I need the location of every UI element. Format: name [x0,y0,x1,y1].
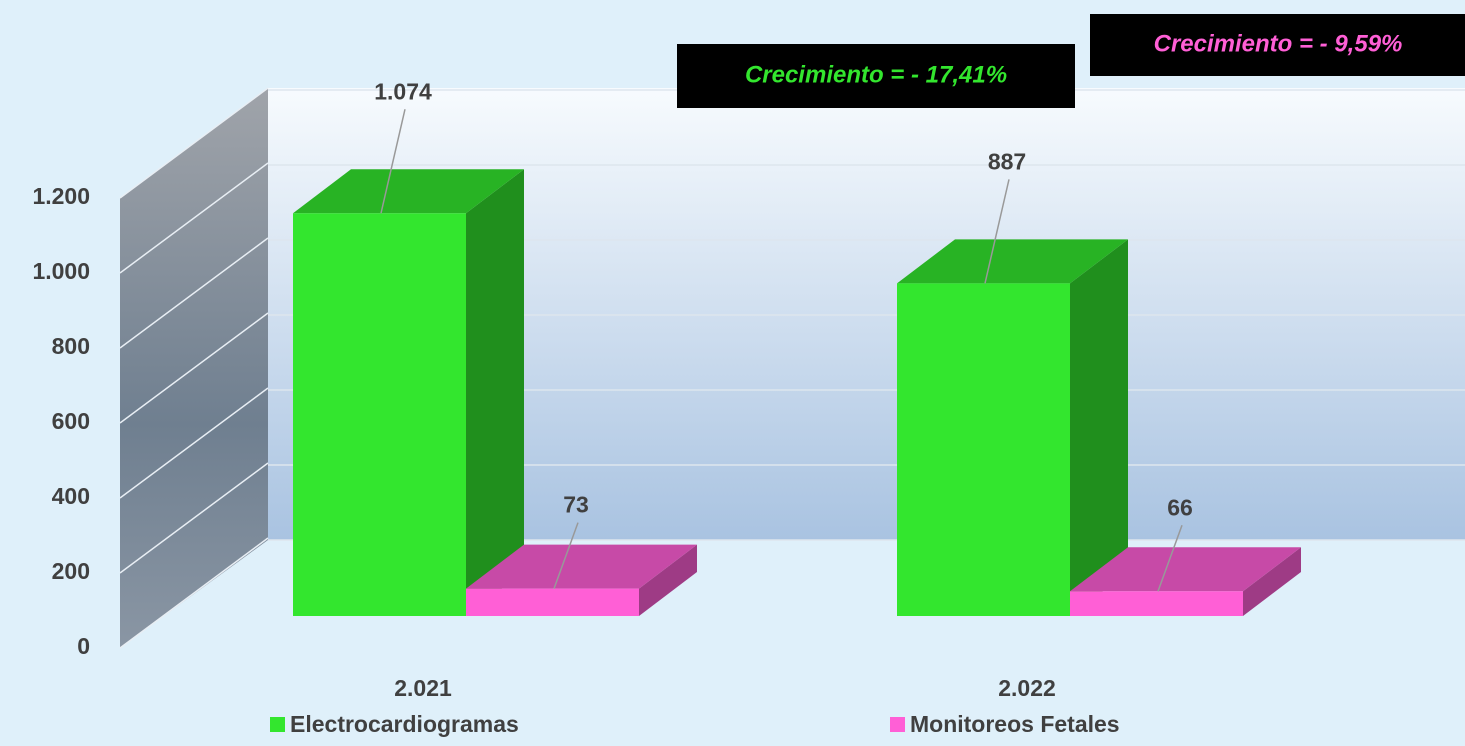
bar-side [466,169,524,616]
data-label: 73 [563,492,589,518]
y-tick-label: 1.200 [32,183,90,209]
y-tick-label: 400 [52,483,90,509]
bar [466,588,639,616]
bar-top [897,239,1128,284]
y-tick-label: 800 [52,333,90,359]
grid-line [119,312,269,424]
data-label: 66 [1167,494,1193,520]
annotation-box [677,44,1075,108]
legend-label: Monitoreos Fetales [910,711,1120,737]
annotation-box [1090,14,1465,76]
x-tick-label: 2.021 [394,675,452,701]
bar [293,213,466,616]
bar-side [1243,547,1301,616]
bar-top [1070,547,1301,592]
bar-top [466,544,697,589]
leader-line [553,522,579,589]
bar [1070,591,1243,616]
grid-line [119,162,269,274]
legend-label: Electrocardiogramas [290,711,519,737]
bar [897,283,1070,616]
legend-swatch [270,717,285,732]
y-tick-label: 0 [77,633,90,659]
grid-line [119,537,269,649]
leader-line [380,109,406,214]
bar-top [293,169,524,214]
bar-side [639,544,697,616]
leader-line [1157,524,1183,592]
data-label: 887 [988,148,1026,174]
grid-line [119,87,269,199]
back-wall [268,88,1465,540]
grid-line [119,387,269,499]
grid-line [119,237,269,349]
y-tick-label: 600 [52,408,90,434]
bar-side [1070,239,1128,616]
annotation: Crecimiento = - 17,41% [745,61,1007,88]
y-tick-label: 200 [52,558,90,584]
y-tick-label: 1.000 [32,258,90,284]
annotation: Crecimiento = - 9,59% [1154,30,1403,57]
grid-line [119,462,269,574]
data-label: 1.074 [374,78,432,104]
legend-swatch [890,717,905,732]
leader-line [984,179,1010,284]
x-tick-label: 2.022 [998,675,1056,701]
